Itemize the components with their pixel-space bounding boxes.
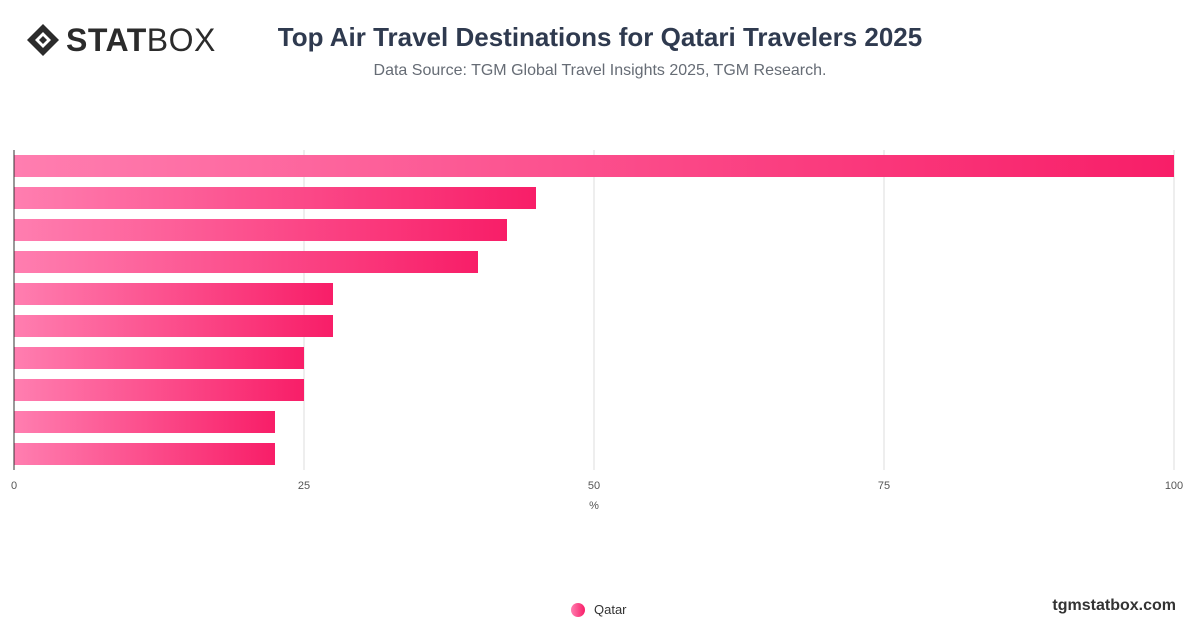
bar-3[interactable]: [14, 219, 507, 241]
x-axis-label: %: [589, 500, 599, 512]
chart-subtitle: Data Source: TGM Global Travel Insights …: [373, 62, 827, 79]
legend[interactable]: Qatar: [571, 602, 627, 617]
bar-7[interactable]: [14, 347, 304, 369]
bar-1[interactable]: [14, 155, 1174, 177]
legend-swatch: [571, 602, 585, 617]
x-tick-label: 75: [878, 480, 890, 492]
bar-8[interactable]: [14, 379, 304, 401]
x-tick-label: 50: [588, 480, 600, 492]
bar-2[interactable]: [14, 187, 536, 209]
chart-title: Top Air Travel Destinations for Qatari T…: [277, 22, 923, 52]
bar-9[interactable]: [14, 411, 275, 433]
bar-5[interactable]: [14, 283, 333, 305]
bar-6[interactable]: [14, 315, 333, 337]
x-tick-label: 0: [11, 480, 17, 492]
bar-chart: 0 25 50 75 100 %: [11, 150, 1183, 512]
brand-url: tgmstatbox.com: [1052, 597, 1176, 614]
brand-wordmark: STATBOX: [66, 22, 216, 58]
x-tick-label: 100: [1165, 480, 1183, 492]
x-tick-label: 25: [298, 480, 310, 492]
legend-label: Qatar: [594, 602, 627, 617]
diamond-logo-icon: [27, 24, 59, 56]
bar-10[interactable]: [14, 443, 275, 465]
bar-4[interactable]: [14, 251, 478, 273]
brand-logo: STATBOX: [26, 22, 216, 58]
